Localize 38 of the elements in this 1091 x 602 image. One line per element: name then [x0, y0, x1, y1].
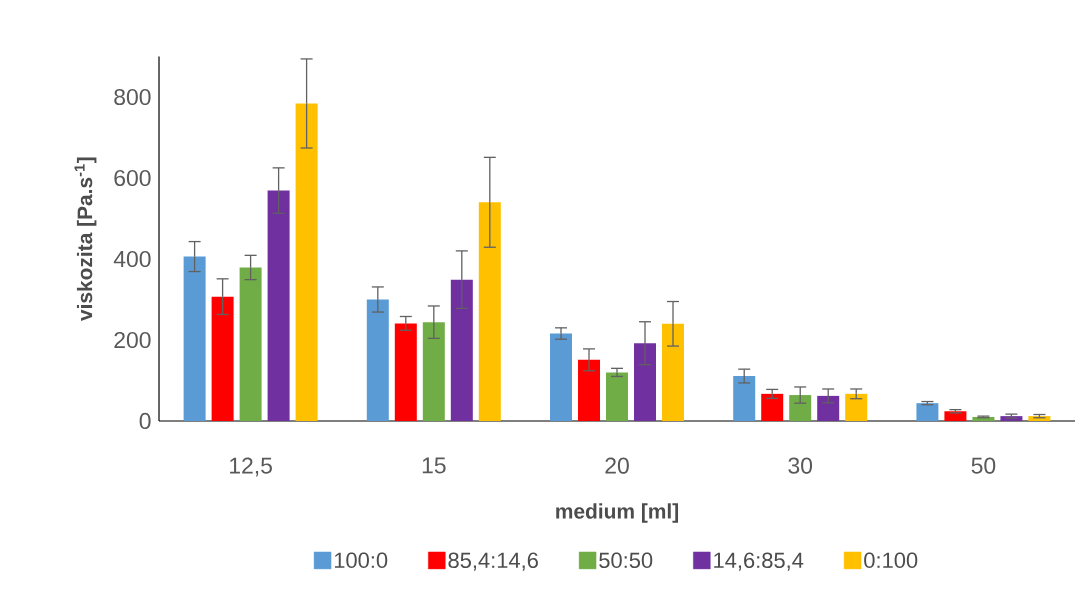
bar — [550, 333, 573, 421]
x-tick-label: 15 — [422, 457, 446, 474]
bar — [662, 323, 685, 421]
bar — [478, 202, 501, 421]
y-tick-label: 200 — [114, 331, 151, 349]
bar — [789, 395, 812, 421]
bar — [606, 372, 629, 421]
bar — [366, 299, 389, 421]
y-tick-label: 600 — [114, 169, 151, 187]
bar — [267, 190, 290, 421]
bar — [422, 322, 445, 421]
x-tick-label: 30 — [788, 457, 813, 474]
bar — [733, 376, 756, 421]
y-tick-label: 0 — [139, 412, 151, 430]
bar — [450, 279, 473, 421]
bar — [394, 323, 417, 421]
y-axis-title: viskozita [Pa.s$^{-1}$] — [74, 157, 97, 321]
legend-label: 0:100 — [864, 552, 918, 569]
bar — [183, 256, 206, 421]
y-tick-label: 400 — [113, 250, 151, 268]
bar — [845, 393, 868, 421]
x-tick-label: 50 — [971, 457, 996, 474]
legend-label: 100:0 — [334, 552, 388, 569]
bar — [578, 359, 601, 421]
legend-label: 14,6:85,4 — [714, 552, 804, 571]
bar — [817, 395, 840, 421]
bar — [211, 296, 234, 421]
bar — [916, 403, 939, 421]
bar — [634, 343, 657, 421]
bar — [295, 103, 318, 421]
bar — [761, 393, 784, 421]
x-axis-title: medium [ml] — [556, 503, 679, 523]
bar — [239, 267, 262, 421]
x-tick-label: 12,5 — [230, 457, 272, 477]
x-tick-label: 20 — [605, 457, 629, 474]
legend-label: 85,4:14,6 — [448, 552, 538, 571]
legend-label: 50:50 — [599, 552, 653, 569]
y-tick-label: 800 — [114, 88, 151, 106]
